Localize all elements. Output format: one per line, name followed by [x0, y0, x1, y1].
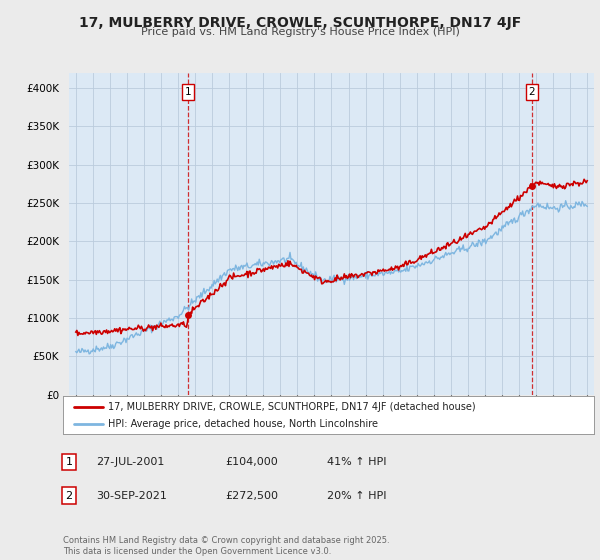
Text: Contains HM Land Registry data © Crown copyright and database right 2025.
This d: Contains HM Land Registry data © Crown c…	[63, 536, 389, 556]
Text: £104,000: £104,000	[225, 457, 278, 467]
Text: 41% ↑ HPI: 41% ↑ HPI	[327, 457, 386, 467]
Text: HPI: Average price, detached house, North Lincolnshire: HPI: Average price, detached house, Nort…	[108, 419, 378, 430]
Text: Price paid vs. HM Land Registry's House Price Index (HPI): Price paid vs. HM Land Registry's House …	[140, 27, 460, 37]
Text: 27-JUL-2001: 27-JUL-2001	[96, 457, 164, 467]
Text: 30-SEP-2021: 30-SEP-2021	[96, 491, 167, 501]
Text: 17, MULBERRY DRIVE, CROWLE, SCUNTHORPE, DN17 4JF (detached house): 17, MULBERRY DRIVE, CROWLE, SCUNTHORPE, …	[108, 402, 476, 412]
Text: 1: 1	[65, 457, 73, 467]
Text: 1: 1	[184, 87, 191, 97]
Text: 2: 2	[65, 491, 73, 501]
Text: £272,500: £272,500	[225, 491, 278, 501]
Text: 20% ↑ HPI: 20% ↑ HPI	[327, 491, 386, 501]
Text: 2: 2	[529, 87, 535, 97]
Text: 17, MULBERRY DRIVE, CROWLE, SCUNTHORPE, DN17 4JF: 17, MULBERRY DRIVE, CROWLE, SCUNTHORPE, …	[79, 16, 521, 30]
